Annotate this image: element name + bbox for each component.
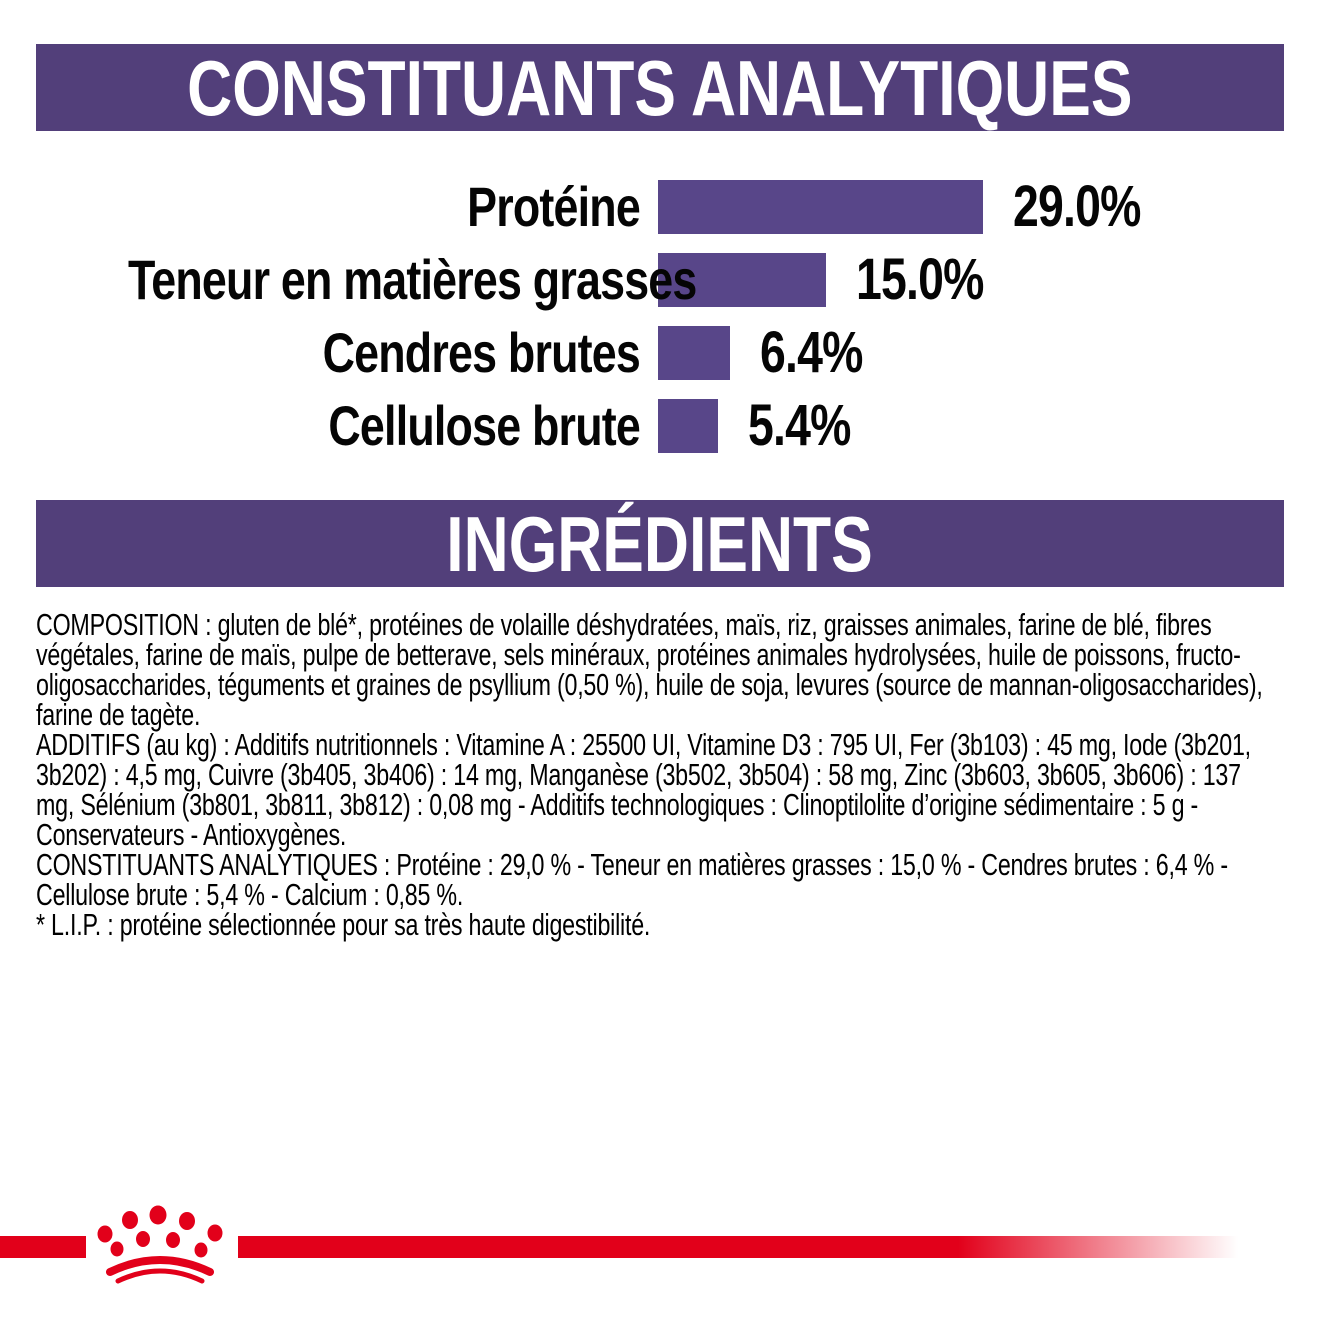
brand-line-left: [0, 1236, 86, 1258]
chart-row: Cendres brutes 6.4%: [0, 316, 1320, 389]
chart-bar: [658, 325, 730, 380]
chart-value-label: 15.0%: [856, 246, 984, 312]
ingredients-section-banner: INGRÉDIENTS: [36, 500, 1284, 587]
analytics-bar-chart: Protéine 29.0% Teneur en matières grasses 1…: [0, 170, 1320, 462]
chart-value-label: 5.4%: [748, 392, 852, 458]
chart-category-label: Protéine: [467, 174, 641, 238]
chart-bar: [658, 252, 826, 307]
chart-row: Teneur en matières grasses 15.0%: [0, 243, 1320, 316]
chart-row: Protéine 29.0%: [0, 170, 1320, 243]
chart-value-label: 6.4%: [759, 319, 863, 385]
ingredients-section-title: INGRÉDIENTS: [446, 499, 874, 588]
chart-category-label: Cendres brutes: [322, 320, 641, 384]
royal-canin-crown-icon: [97, 1205, 223, 1284]
chart-bar: [658, 398, 719, 453]
lip-footnote-paragraph: * L.I.P. : protéine sélectionnée pour sa…: [36, 907, 651, 942]
chart-bar: [658, 179, 983, 234]
chart-row: Cellulose brute 5.4%: [0, 389, 1320, 462]
additives-paragraph: ADDITIFS (au kg) : Additifs nutritionnel…: [36, 727, 1251, 852]
chart-value-label: 29.0%: [1012, 173, 1141, 239]
analytics-section-title: CONSTITUANTS ANALYTIQUES: [187, 43, 1133, 132]
chart-category-label: Teneur en matières grasses: [128, 247, 697, 311]
analytical-constituents-paragraph: CONSTITUANTS ANALYTIQUES : Protéine : 29…: [36, 847, 1228, 912]
chart-category-label: Cellulose brute: [328, 393, 640, 457]
analytics-section-banner: CONSTITUANTS ANALYTIQUES: [36, 44, 1284, 131]
ingredients-text-block: COMPOSITION : gluten de blé*, protéines …: [36, 607, 1284, 942]
brand-line-right: [238, 1236, 1238, 1258]
composition-paragraph: COMPOSITION : gluten de blé*, protéines …: [36, 607, 1263, 732]
